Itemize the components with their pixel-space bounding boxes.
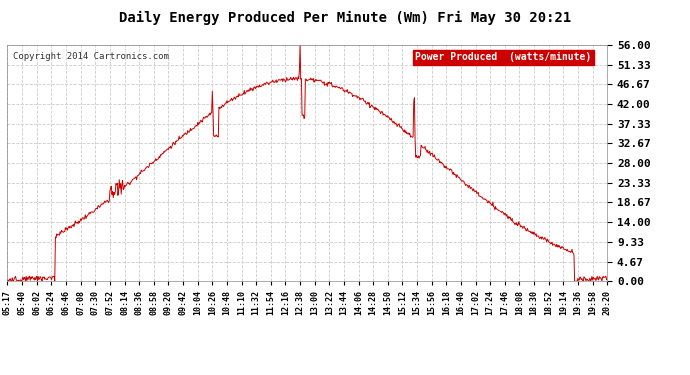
Text: Copyright 2014 Cartronics.com: Copyright 2014 Cartronics.com: [13, 52, 169, 61]
Text: Power Produced  (watts/minute): Power Produced (watts/minute): [415, 52, 591, 62]
Text: Daily Energy Produced Per Minute (Wm) Fri May 30 20:21: Daily Energy Produced Per Minute (Wm) Fr…: [119, 11, 571, 26]
